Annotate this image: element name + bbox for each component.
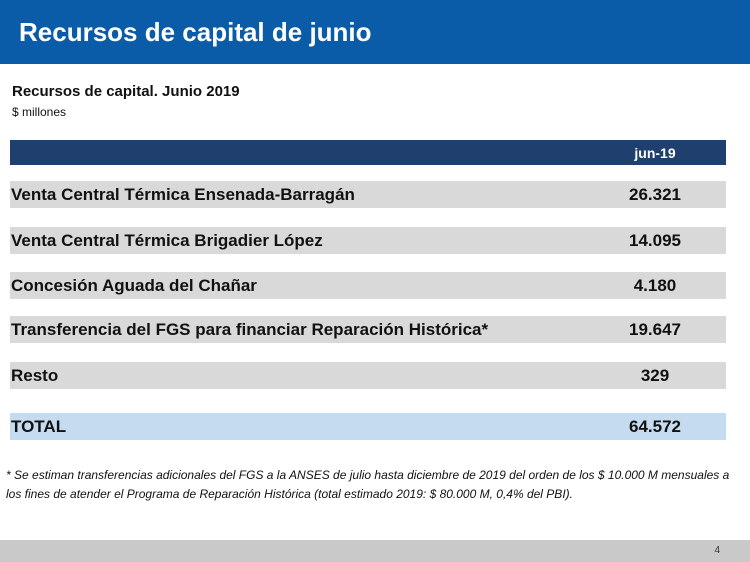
page-number: 4 <box>714 545 720 556</box>
total-row: TOTAL 64.572 <box>10 413 726 440</box>
row-value: 14.095 <box>629 231 681 250</box>
table-row: Concesión Aguada del Chañar 4.180 <box>10 272 726 299</box>
row-label: Transferencia del FGS para financiar Rep… <box>11 320 489 339</box>
total-label: TOTAL <box>11 417 67 436</box>
row-label: Venta Central Térmica Ensenada-Barragán <box>11 185 355 204</box>
row-value: 329 <box>640 366 670 385</box>
page-title: Recursos de capital de junio <box>19 17 372 47</box>
row-value: 26.321 <box>629 185 681 204</box>
row-label: Concesión Aguada del Chañar <box>11 276 257 295</box>
column-header-bar: jun-19 <box>10 140 726 165</box>
footer-bar: 4 <box>0 540 750 562</box>
table-row: Transferencia del FGS para financiar Rep… <box>10 316 726 343</box>
row-label: Venta Central Térmica Brigadier López <box>11 231 323 250</box>
total-value: 64.572 <box>629 417 681 436</box>
header-bar: Recursos de capital de junio <box>0 0 750 64</box>
row-value: 19.647 <box>629 320 681 339</box>
row-label: Resto <box>11 366 59 385</box>
footnote: * Se estiman transferencias adicionales … <box>6 468 730 501</box>
table-row: Resto 329 <box>10 362 726 389</box>
column-header-label: jun-19 <box>634 145 676 161</box>
table-title: Recursos de capital. Junio 2019 <box>12 83 240 100</box>
table-row: Venta Central Térmica Ensenada-Barragán … <box>10 181 726 208</box>
row-value: 4.180 <box>633 276 677 295</box>
table-row: Venta Central Térmica Brigadier López 14… <box>10 227 726 254</box>
table-units: $ millones <box>12 105 67 119</box>
